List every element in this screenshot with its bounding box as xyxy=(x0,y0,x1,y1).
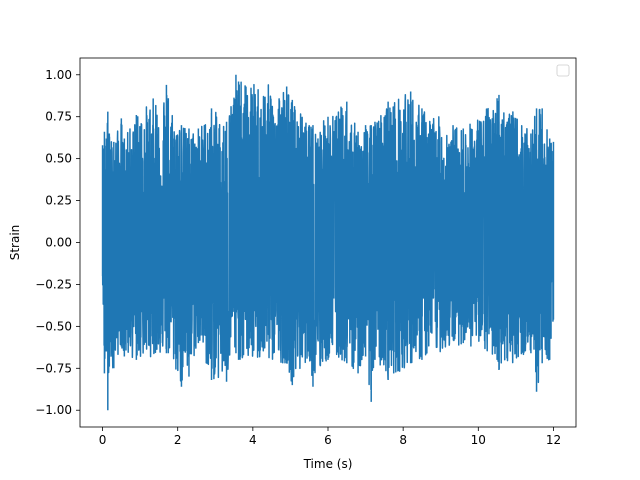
strain-signal-line xyxy=(101,74,555,411)
plot-area xyxy=(101,74,555,411)
y-axis: −1.00 −0.75 −0.50 −0.25 0.00 0.25 0.50 0.75 1.00 xyxy=(35,68,80,417)
y-tick-label: 0.00 xyxy=(45,236,72,250)
y-tick-label: −0.75 xyxy=(35,361,72,375)
y-axis-label: Strain xyxy=(8,225,22,261)
x-tick-label: 8 xyxy=(399,433,407,447)
x-axis-label: Time (s) xyxy=(303,457,353,471)
y-tick-label: −1.00 xyxy=(35,403,72,417)
y-tick-label: −0.25 xyxy=(35,277,72,291)
x-tick-label: 6 xyxy=(324,433,332,447)
legend-box xyxy=(556,64,570,77)
x-tick-label: 12 xyxy=(546,433,561,447)
x-tick-label: 2 xyxy=(174,433,182,447)
x-tick-label: 4 xyxy=(249,433,257,447)
x-tick-label: 10 xyxy=(471,433,486,447)
x-tick-label: 0 xyxy=(99,433,107,447)
y-tick-label: −0.50 xyxy=(35,319,72,333)
x-axis: 0 2 4 6 8 10 12 xyxy=(99,427,561,447)
y-tick-label: 0.75 xyxy=(45,110,72,124)
y-tick-label: 0.50 xyxy=(45,152,72,166)
y-tick-label: 1.00 xyxy=(45,68,72,82)
y-tick-label: 0.25 xyxy=(45,194,72,208)
